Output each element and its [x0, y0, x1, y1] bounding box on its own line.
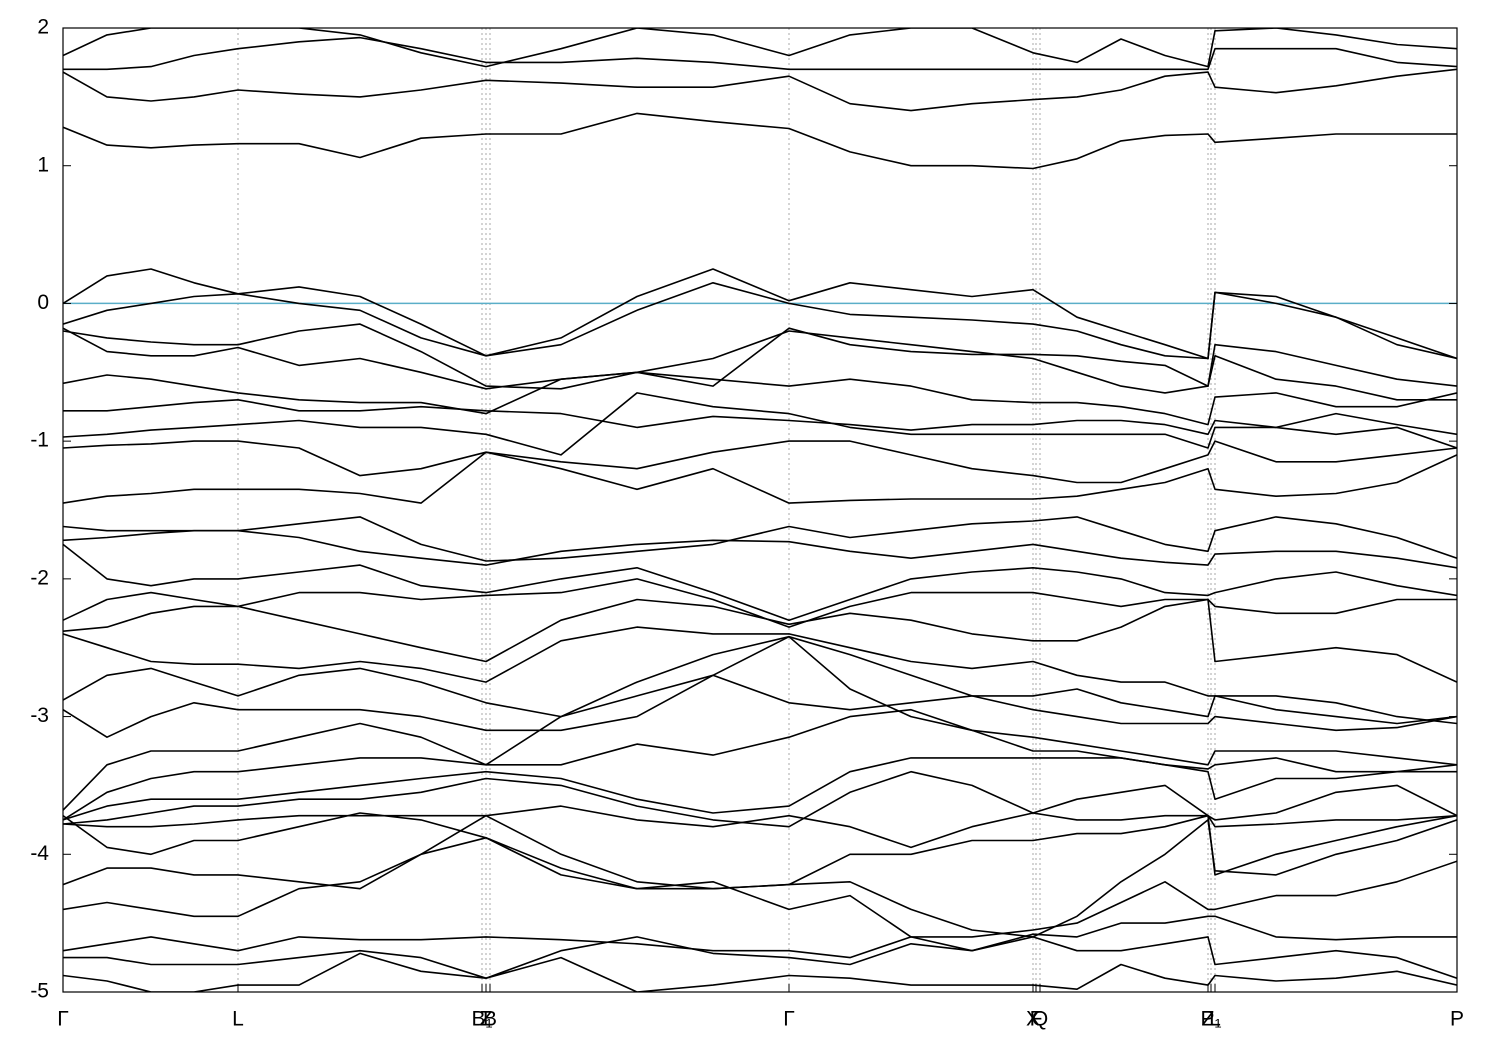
y-tick-label: 2: [37, 16, 49, 39]
band-line: [63, 282, 1457, 360]
band-line: [63, 952, 1457, 992]
x-tick-label: Z: [1202, 1008, 1215, 1031]
band-line: [63, 770, 1457, 828]
band-line: [63, 451, 1457, 504]
band-line: [63, 805, 1457, 849]
x-tick-label: Γ: [57, 1008, 69, 1031]
band-line: [63, 516, 1457, 562]
band-line: [63, 392, 1457, 456]
y-tick-label: -1: [30, 429, 49, 452]
x-tick-label: Z: [480, 1008, 493, 1031]
x-tick-label: X: [1026, 1008, 1040, 1031]
band-line: [63, 814, 1457, 938]
band-line: [63, 757, 1457, 821]
bands: [63, 28, 1457, 992]
band-line: [63, 399, 1457, 436]
y-tick-label: -3: [30, 704, 49, 727]
band-line: [63, 837, 1457, 938]
band-line: [63, 667, 1457, 725]
band-line: [63, 112, 1457, 170]
band-line: [63, 936, 1457, 979]
band-line: [63, 598, 1457, 683]
y-tick-label: 1: [37, 153, 49, 176]
y-tick-label: -2: [30, 566, 49, 589]
band-line: [63, 635, 1457, 738]
x-tick-label: P: [1450, 1008, 1464, 1031]
band-line: [63, 635, 1457, 811]
band-line: [63, 28, 1457, 68]
band-line: [63, 578, 1457, 628]
band-line: [63, 915, 1457, 959]
band-line: [63, 323, 1457, 394]
band-line: [63, 68, 1457, 112]
band-line: [63, 371, 1457, 426]
y-tick-label: 0: [37, 291, 49, 314]
plot-frame: [62, 27, 1458, 993]
band-line: [63, 708, 1457, 821]
x-tick-label: B: [483, 1008, 497, 1031]
x-tick-label: L: [1209, 1008, 1221, 1031]
band-line: [63, 440, 1457, 484]
band-line: [63, 626, 1457, 725]
band-line: [63, 543, 1457, 621]
x-tick-label: Γ: [783, 1008, 795, 1031]
band-line: [63, 268, 1457, 360]
y-tick-label: -4: [30, 842, 49, 865]
x-tick-label: L: [232, 1008, 244, 1031]
band-line: [63, 327, 1457, 401]
grid: [62, 28, 1458, 992]
x-tick-label: P₁: [1200, 1008, 1221, 1031]
y-tick-label: -5: [30, 980, 49, 1003]
x-tick-label: Q: [1032, 1008, 1048, 1031]
x-tick-label: B₁: [471, 1008, 492, 1031]
band-line: [63, 529, 1457, 569]
x-tick-label: F: [1030, 1008, 1043, 1031]
band-line: [63, 36, 1457, 71]
